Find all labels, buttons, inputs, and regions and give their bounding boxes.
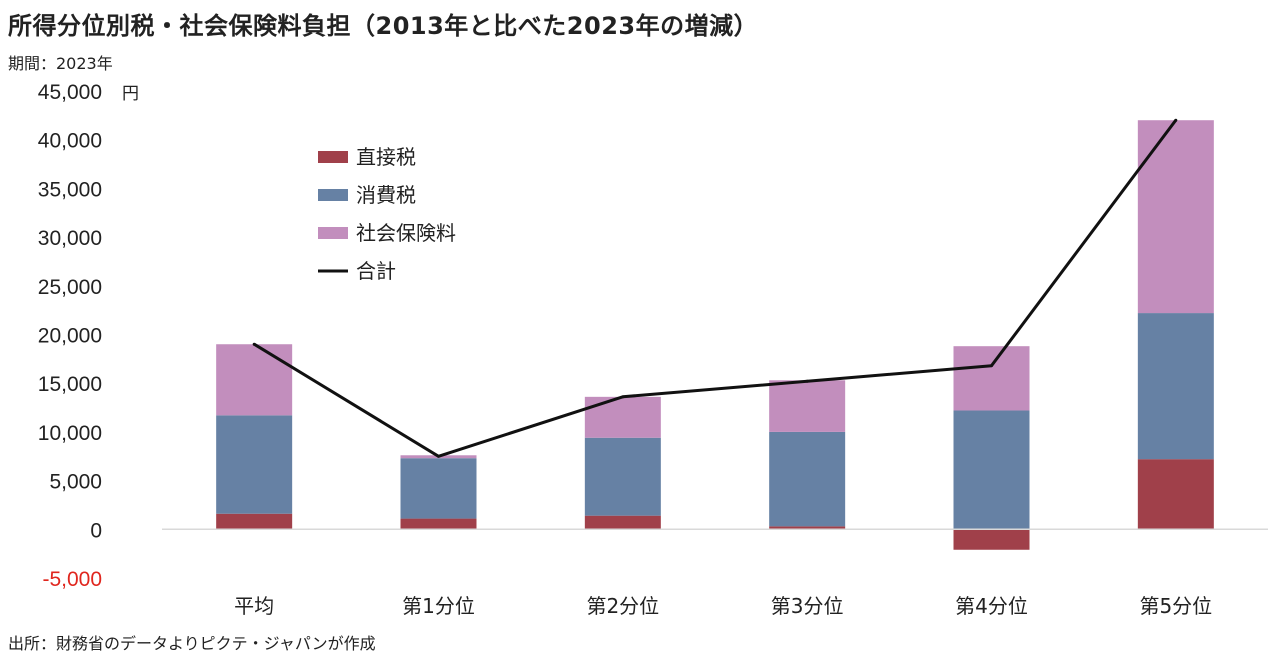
total-point-2 [621,395,625,399]
x-tick-label-1: 第1分位 [402,594,475,618]
x-tick-label-2: 第2分位 [586,594,659,618]
y-tick-label: 30,000 [38,227,102,250]
legend-swatch-0 [318,151,348,163]
total-point-5 [1174,118,1178,122]
x-tick-label-3: 第3分位 [771,594,844,618]
x-tick-label-4: 第4分位 [955,594,1028,618]
period-label: 期間：2023年 [8,54,113,73]
bar-segment-0-1 [400,518,477,530]
bar-segment-0-0 [216,513,293,530]
y-tick-label: 15,000 [38,373,102,396]
y-tick-label: -5,000 [42,568,102,591]
total-point-1 [437,454,440,458]
bar-segment-1-3 [769,431,846,527]
y-unit-label: 円 [122,84,139,104]
legend-swatch-1 [318,189,348,201]
bar-segment-2-3 [769,380,846,432]
total-point-4 [990,364,993,368]
y-axis: 45,000 40,000 35,000 30,000 25,000 20,000 15,0… [38,81,139,591]
page-title: 所得分位別税・社会保険料負担（2013年と比べた2023年の増減） [8,12,759,40]
bar-segment-1-0 [216,415,293,514]
bar-segment-2-4 [953,346,1030,411]
y-tick-label: 0 [90,519,102,542]
bar-segment-1-1 [400,458,477,519]
y-tick-label: 45,000 [38,81,102,104]
source-note: 出所：財務省のデータよりピクテ・ジャパンが作成 [8,634,376,653]
bar-segment-0-4 [953,529,1030,550]
x-tick-label-5: 第5分位 [1139,594,1212,618]
y-tick-label: 10,000 [38,422,102,445]
y-tick-label: 40,000 [38,130,102,153]
legend-label-3: 合計 [356,259,396,283]
total-series-line [253,119,1177,458]
bar-segment-1-5 [1137,313,1214,460]
bar-segment-0-2 [584,515,661,530]
bars [216,120,1214,550]
total-point-0 [252,342,256,346]
bar-segment-2-5 [1137,120,1214,314]
y-tick-label: 5,000 [49,471,102,494]
y-tick-label: 35,000 [38,178,102,201]
legend-label-0: 直接税 [356,145,416,169]
bar-segment-0-5 [1137,459,1214,530]
y-tick-label: 25,000 [38,276,102,299]
bar-segment-0-3 [769,526,846,530]
total-point-3 [805,379,809,383]
x-axis: 平均 第1分位 第2分位 第3分位 第4分位 第5分位 [234,594,1212,618]
y-tick-label: 20,000 [38,325,102,348]
bar-segment-1-2 [584,437,661,516]
bar-segment-2-2 [584,396,661,438]
x-tick-label-0: 平均 [234,594,274,618]
bar-segment-2-0 [216,344,293,416]
legend-swatch-2 [318,227,348,239]
legend-label-2: 社会保険料 [356,221,456,245]
bar-segment-1-4 [953,410,1030,530]
total-line-group [252,118,1178,458]
legend-label-1: 消費税 [356,183,416,207]
